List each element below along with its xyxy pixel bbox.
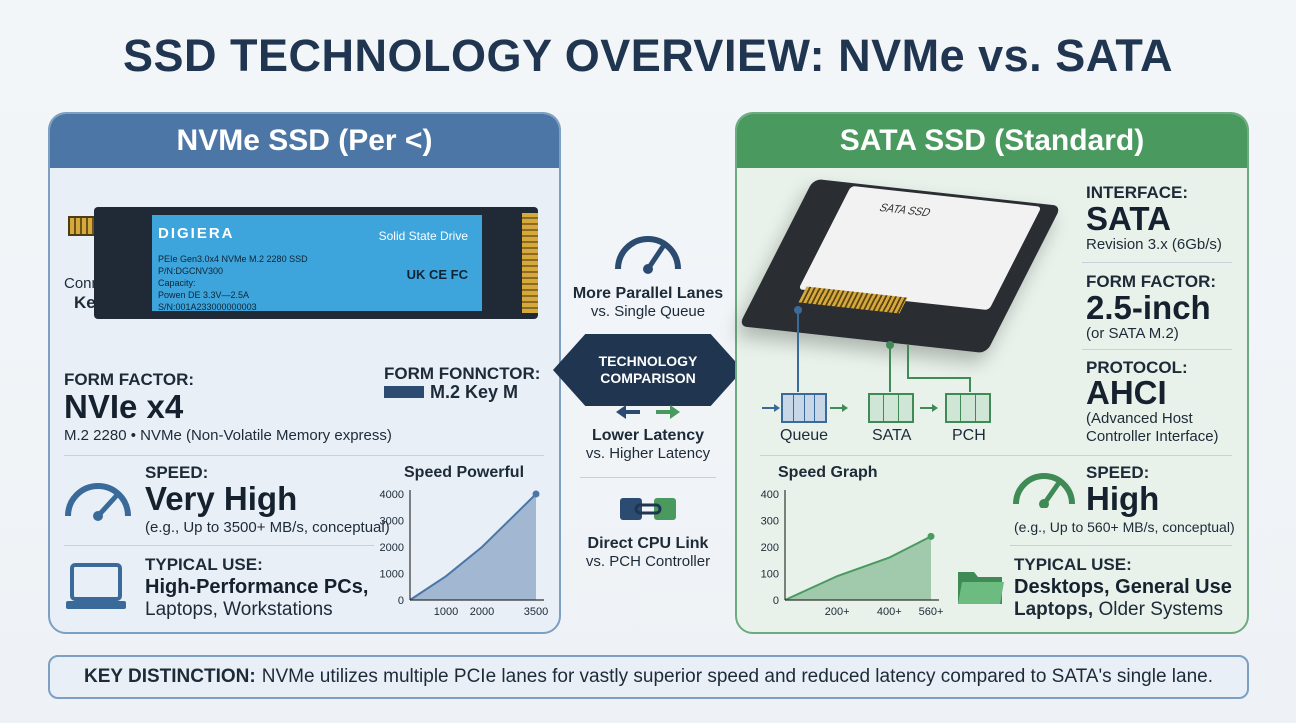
y-tick-label: 200: [761, 542, 779, 554]
sata-speed-value: High: [1086, 480, 1160, 517]
middle-item1-sub: vs. Single Queue: [590, 303, 706, 320]
y-tick-label: 0: [773, 595, 779, 607]
path-label-sata: SATA: [872, 427, 912, 444]
folder-icon: [958, 572, 1004, 604]
sata-panel-header: SATA SSD (Standard): [737, 114, 1247, 168]
y-tick-label: 400: [761, 489, 779, 501]
divider: [1082, 349, 1232, 350]
sata-interface-desc: Revision 3.x (6Gb/s): [1086, 236, 1222, 253]
sata-speed-note: (e.g., Up to 560+ MB/s, conceptual): [1014, 519, 1235, 535]
pch-block: [945, 393, 991, 423]
sata-chart-title: Speed Graph: [778, 464, 878, 481]
nvme-speed-value: Very High: [145, 480, 298, 517]
middle-item2-title: Lower Latency: [591, 427, 705, 444]
sata-interface-label: INTERFACE:: [1086, 183, 1188, 202]
sata-speed-label: SPEED:: [1086, 463, 1150, 482]
footer-text: NVMe utilizes multiple PCIe lanes for va…: [261, 666, 1213, 687]
sata-protocol-desc1: (Advanced Host: [1086, 410, 1193, 427]
sata-speed-chart: 0 100 200 300 400 200+ 400+ 560+: [761, 489, 944, 618]
form-connector-value: M.2 Key M: [430, 382, 519, 402]
y-tick-label: 1000: [380, 569, 404, 581]
sata-form-factor-label: FORM FACTOR:: [1086, 272, 1217, 291]
x-tick-label: 200+: [825, 606, 850, 618]
footer-key-label: KEY DISTINCTION:: [84, 666, 256, 687]
x-tick-label: 400+: [877, 606, 902, 618]
m2-connector-icon: [384, 386, 424, 398]
gauge-icon: [615, 236, 681, 274]
drive-brand: DIGIERA: [158, 225, 235, 242]
nvme-speed-label: SPEED:: [145, 463, 209, 482]
nvme-drive-image: DIGIERA Solid State Drive PEIe Gen3.0x4 …: [94, 207, 538, 319]
nvme-panel-header: NVMe SSD (Per <): [50, 114, 559, 168]
chart-point: [927, 532, 935, 540]
divider: [760, 455, 1232, 456]
data-path-lines: [762, 306, 971, 412]
page-title: SSD TECHNOLOGY OVERVIEW: NVMe vs. SATA: [122, 30, 1174, 81]
y-tick-label: 4000: [380, 489, 404, 501]
x-tick-label: 560+: [919, 606, 944, 618]
chip-link-icon: [620, 498, 676, 520]
path-label-pch: PCH: [952, 427, 986, 444]
gauge-icon: [1013, 473, 1075, 508]
nvme-use-line1: High-Performance PCs,: [145, 576, 369, 598]
nvme-form-factor-desc: M.2 2280 • NVMe (Non-Volatile Memory exp…: [64, 427, 392, 444]
divider: [64, 455, 544, 456]
chart-area: [410, 494, 536, 600]
sata-use-label: TYPICAL USE:: [1014, 555, 1132, 574]
sata-protocol-value: AHCI: [1086, 374, 1167, 411]
x-tick-label: 1000: [434, 606, 458, 618]
sata-form-factor-desc: (or SATA M.2): [1086, 325, 1179, 342]
x-tick-label: 2000: [470, 606, 494, 618]
sata-protocol-desc2: Controller Interface): [1086, 428, 1219, 445]
technology-comparison-banner: TECHNOLOGY COMPARISON: [553, 334, 743, 406]
drive-spec: PEIe Gen3.0x4 NVMe M.2 2280 SSD P/N:DGCN…: [158, 254, 308, 312]
gold-contacts: [522, 213, 538, 313]
drive-certs: UK CE FC: [406, 267, 468, 282]
path-label-queue: Queue: [780, 427, 829, 444]
y-tick-label: 0: [398, 595, 404, 607]
middle-item3-title: Direct CPU Link: [587, 535, 709, 552]
y-tick-label: 300: [761, 516, 779, 528]
sata-interface-value: SATA: [1086, 200, 1171, 237]
middle-item3-sub: vs. PCH Controller: [585, 553, 711, 570]
sata-use-line1: Desktops, General Use: [1014, 576, 1232, 598]
sata-use-line2: Laptops, Older Systems: [1014, 599, 1224, 620]
queue-block: [781, 393, 827, 423]
chart-point: [532, 490, 540, 498]
y-tick-label: 2000: [380, 542, 404, 554]
gauge-icon: [65, 483, 131, 521]
drive-type: Solid State Drive: [378, 229, 468, 243]
y-tick-label: 100: [761, 569, 779, 581]
divider: [64, 545, 374, 546]
nvme-use-label: TYPICAL USE:: [145, 555, 263, 574]
middle-item2-sub: vs. Higher Latency: [585, 445, 711, 462]
nvme-chart-title: Speed Powerful: [404, 464, 525, 481]
sata-block: [868, 393, 914, 423]
x-tick-label: 3500: [524, 606, 548, 618]
nvme-use-line2: Laptops, Workstations: [145, 599, 333, 620]
y-tick-label: 3000: [380, 516, 404, 528]
divider: [1010, 545, 1232, 546]
nvme-form-factor-value: NVIe x4: [64, 388, 184, 425]
divider: [580, 477, 716, 478]
form-connector-label: FORM FONNCTOR:: [384, 364, 541, 383]
key-distinction-footer: KEY DISTINCTION: NVMe utilizes multiple …: [48, 655, 1249, 699]
nvme-form-factor-label: FORM FACTOR:: [64, 370, 195, 389]
nvme-speed-chart: 0 1000 2000 3000 4000 1000 2000 3500: [380, 489, 549, 618]
laptop-icon: [66, 563, 126, 609]
divider: [1082, 262, 1232, 263]
sata-form-factor-value: 2.5-inch: [1086, 289, 1211, 326]
sata-protocol-label: PROTOCOL:: [1086, 358, 1188, 377]
nvme-panel: NVMe SSD (Per <): [48, 112, 561, 634]
chart-line: [784, 535, 932, 601]
chart-line: [409, 493, 537, 601]
middle-item1-title: More Parallel Lanes: [572, 285, 724, 302]
nvme-speed-note: (e.g., Up to 3500+ MB/s, conceptual): [145, 519, 390, 536]
nvme-drive-label: DIGIERA Solid State Drive PEIe Gen3.0x4 …: [152, 215, 482, 312]
arrows-icon: [616, 405, 680, 419]
